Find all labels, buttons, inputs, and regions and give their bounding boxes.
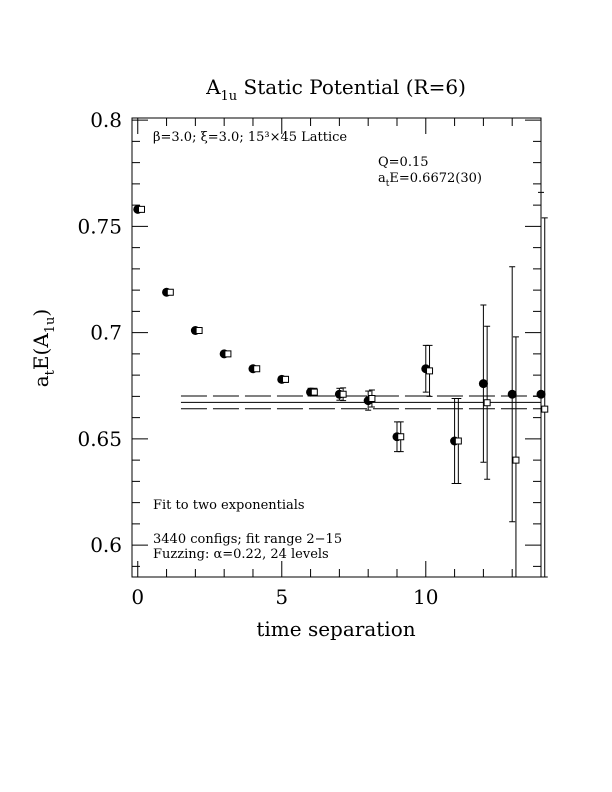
axes: 0.6 0.65 0.7 0.75 0.8 0 5 10	[77, 108, 542, 609]
lattice-annotation: β=3.0; ξ=3.0; 15³×45 Lattice	[153, 130, 347, 145]
data-point-square	[483, 399, 491, 407]
fuzzing-annotation: Fuzzing: α=0.22, 24 levels	[153, 547, 329, 562]
y-tick-label: 0.8	[90, 108, 122, 132]
data-point-circle	[507, 389, 517, 399]
data-point-square	[512, 456, 520, 464]
y-tick-label: 0.75	[77, 214, 122, 238]
fit-band	[180, 395, 541, 410]
x-tick-label: 5	[275, 585, 288, 609]
y-tick-label: 0.7	[90, 321, 122, 345]
configs-annotation: 3440 configs; fit range 2−15	[153, 532, 342, 547]
data-point-square	[253, 365, 261, 373]
data-point-square	[454, 437, 462, 445]
data-point-square	[541, 405, 549, 413]
x-axis-label: time separation	[256, 617, 415, 641]
q-annotation: Q=0.15	[378, 155, 429, 170]
data-point-circle	[536, 389, 546, 399]
chart-title: A1u Static Potential (R=6)	[205, 75, 466, 104]
y-tick-label: 0.6	[90, 533, 122, 557]
data-points	[133, 191, 549, 578]
data-point-square	[310, 388, 318, 396]
data-point-square	[282, 375, 290, 383]
data-point-square	[224, 350, 232, 358]
data-point-square	[166, 288, 174, 296]
x-tick-label: 0	[131, 585, 144, 609]
y-axis-label: atE(A1u)	[29, 309, 58, 388]
data-point-square	[138, 205, 146, 213]
data-point-square	[426, 367, 434, 375]
energy-annotation: atE=0.6672(30)	[378, 171, 482, 189]
data-point-circle	[478, 379, 488, 389]
fit-type-annotation: Fit to two exponentials	[153, 498, 305, 513]
data-point-square	[397, 433, 405, 441]
x-tick-label: 10	[413, 585, 438, 609]
y-tick-label: 0.65	[77, 427, 122, 451]
data-point-square	[368, 395, 376, 402]
data-point-square	[339, 390, 347, 398]
data-point-square	[195, 327, 203, 334]
